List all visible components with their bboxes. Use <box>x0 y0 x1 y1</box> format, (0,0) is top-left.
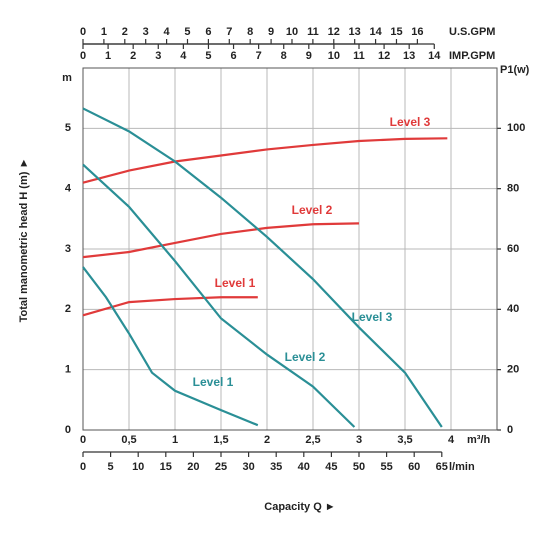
y-tick-label: 5 <box>65 122 71 134</box>
secondary-tick-label: 9 <box>268 26 274 38</box>
secondary-tick-label: 60 <box>408 461 420 473</box>
x-tick-label: 0 <box>80 434 86 446</box>
secondary-tick-label: 0 <box>80 461 86 473</box>
y-tick-label: 3 <box>65 243 71 255</box>
secondary-tick-label: 65 <box>436 461 448 473</box>
y-tick-label: 2 <box>65 303 71 315</box>
secondary-tick-label: 15 <box>390 26 402 38</box>
secondary-tick-label: 10 <box>286 26 298 38</box>
curve-label: Level 2 <box>292 203 333 217</box>
secondary-tick-label: 11 <box>307 26 319 38</box>
x-tick-label: 3 <box>356 434 362 446</box>
curve <box>82 296 258 317</box>
x-unit: m³/h <box>467 434 491 446</box>
y2-unit: P1(w) <box>500 64 530 76</box>
y2-tick-label: 60 <box>507 243 519 255</box>
x-tick-label: 1 <box>172 434 178 446</box>
secondary-tick-label: 55 <box>380 461 392 473</box>
secondary-tick-label: 3 <box>143 26 149 38</box>
secondary-tick-label: 5 <box>205 50 211 62</box>
x-tick-label: 3,5 <box>397 434 412 446</box>
secondary-tick-label: 14 <box>369 26 382 38</box>
secondary-tick-label: 10 <box>328 50 340 62</box>
curve <box>82 222 360 259</box>
secondary-tick-label: 5 <box>184 26 190 38</box>
secondary-tick-label: 15 <box>160 461 172 473</box>
secondary-tick-label: 25 <box>215 461 227 473</box>
secondary-tick-label: 0 <box>80 50 86 62</box>
x-tick-label: 1,5 <box>213 434 228 446</box>
y-tick-label: 4 <box>65 183 72 195</box>
x-axis-title: Capacity Q ► <box>264 501 335 513</box>
secondary-tick-label: 16 <box>411 26 423 38</box>
y2-tick-label: 0 <box>507 424 513 436</box>
curve-label: Level 2 <box>285 350 326 364</box>
curve-label: Level 1 <box>215 276 256 290</box>
curve <box>82 137 448 184</box>
curve <box>82 107 443 428</box>
secondary-tick-label: 20 <box>187 461 199 473</box>
secondary-tick-label: 7 <box>226 26 232 38</box>
y2-tick-label: 100 <box>507 122 525 134</box>
secondary-tick-label: 30 <box>242 461 254 473</box>
secondary-tick-label: 12 <box>378 50 390 62</box>
curve-label: Level 3 <box>352 310 393 324</box>
secondary-tick-label: 4 <box>180 50 187 62</box>
secondary-tick-label: 12 <box>328 26 340 38</box>
secondary-tick-label: 3 <box>155 50 161 62</box>
secondary-tick-label: 6 <box>230 50 236 62</box>
secondary-tick-label: 13 <box>349 26 361 38</box>
secondary-tick-label: 35 <box>270 461 282 473</box>
secondary-tick-label: 1 <box>101 26 107 38</box>
y-tick-label: 0 <box>65 424 71 436</box>
x-tick-label: 2 <box>264 434 270 446</box>
secondary-tick-label: 2 <box>130 50 136 62</box>
secondary-tick-label: 40 <box>298 461 310 473</box>
secondary-tick-label: 4 <box>164 26 171 38</box>
y2-tick-label: 80 <box>507 183 519 195</box>
secondary-tick-label: 2 <box>122 26 128 38</box>
secondary-tick-label: 13 <box>403 50 415 62</box>
secondary-axis-unit: IMP.GPM <box>449 50 495 62</box>
curve-label: Level 1 <box>193 375 234 389</box>
secondary-tick-label: 0 <box>80 26 86 38</box>
x-tick-label: 0,5 <box>121 434 136 446</box>
secondary-tick-label: 14 <box>428 50 441 62</box>
curve <box>82 163 356 428</box>
y2-tick-label: 40 <box>507 303 519 315</box>
plot-frame <box>82 67 498 431</box>
secondary-tick-label: 10 <box>132 461 144 473</box>
secondary-tick-label: 9 <box>306 50 312 62</box>
secondary-tick-label: 5 <box>108 461 114 473</box>
secondary-tick-label: 1 <box>105 50 111 62</box>
y-tick-label: 1 <box>65 364 71 376</box>
y-axis-title: Total manometric head H (m) ► <box>18 158 30 323</box>
secondary-axis-unit: l/min <box>449 461 475 473</box>
secondary-tick-label: 8 <box>247 26 253 38</box>
y2-tick-label: 20 <box>507 364 519 376</box>
curve <box>82 266 259 427</box>
secondary-tick-label: 8 <box>281 50 287 62</box>
x-tick-label: 2,5 <box>305 434 320 446</box>
secondary-tick-label: 11 <box>353 50 365 62</box>
secondary-tick-label: 50 <box>353 461 365 473</box>
y-unit: m <box>62 72 72 84</box>
x-tick-label: 4 <box>448 434 455 446</box>
secondary-tick-label: 45 <box>325 461 337 473</box>
curve-label: Level 3 <box>390 115 431 129</box>
secondary-tick-label: 6 <box>205 26 211 38</box>
secondary-tick-label: 7 <box>256 50 262 62</box>
secondary-axis-unit: U.S.GPM <box>449 26 495 38</box>
